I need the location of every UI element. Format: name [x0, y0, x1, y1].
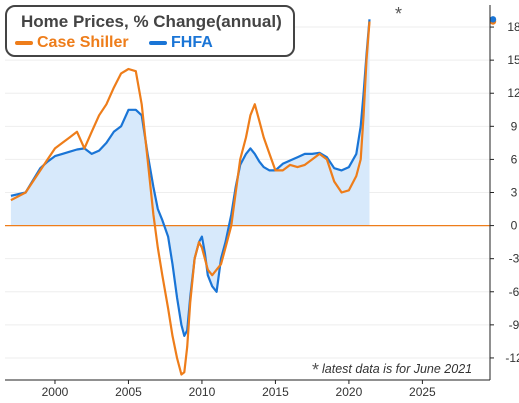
- footnote-text: latest data is for June 2021: [322, 362, 473, 376]
- series-lines: [10, 19, 371, 376]
- fhfa-line: [10, 19, 371, 337]
- y-tick-label: 6: [511, 152, 518, 166]
- case-shiller-line: [10, 21, 371, 376]
- y-tick-label: 18: [507, 20, 519, 34]
- legend-swatch-case-shiller: [15, 41, 33, 45]
- x-tick-label: 2025: [409, 385, 436, 399]
- x-tick-label: 2010: [189, 385, 216, 399]
- series-end-markers: [489, 16, 497, 25]
- y-tick-label: -6: [509, 285, 519, 299]
- legend-item-fhfa: FHFA: [149, 34, 213, 52]
- x-tick-label: 2015: [262, 385, 289, 399]
- fhfa-area-layer: [10, 19, 370, 336]
- y-tick-labels: 18 15 12 9 6 3 0 -3 -6 -9 -12: [505, 20, 519, 365]
- y-tick-label: -3: [509, 252, 519, 266]
- footnote: * latest data is for June 2021: [312, 360, 472, 381]
- y-tick-label: 0: [511, 219, 518, 233]
- chart-title-text: Home Prices, % Change: [21, 12, 216, 31]
- x-tick-labels: 2000 2005 2010 2015 2020 2025: [42, 385, 436, 399]
- chart-title-suffix: (annual): [215, 12, 282, 31]
- legend-box: Home Prices, % Change(annual) Case Shill…: [5, 5, 295, 57]
- x-tick-label: 2020: [336, 385, 363, 399]
- axes: [5, 5, 494, 384]
- y-tick-label: 3: [511, 186, 518, 200]
- legend-label-fhfa: FHFA: [171, 34, 213, 51]
- fhfa-end-marker: [489, 16, 497, 23]
- chart-title: Home Prices, % Change(annual): [21, 12, 282, 32]
- legend-label-case-shiller: Case Shiller: [37, 34, 129, 51]
- fhfa-area: [10, 19, 370, 336]
- y-tick-label: 15: [507, 53, 519, 67]
- footnote-marker: *: [312, 360, 320, 380]
- legend-swatch-fhfa: [149, 41, 167, 45]
- latest-data-marker: *: [395, 4, 403, 24]
- legend-item-case-shiller: Case Shiller: [15, 34, 129, 52]
- y-tick-label: 9: [511, 119, 518, 133]
- x-tick-label: 2000: [42, 385, 69, 399]
- y-tick-label: 12: [507, 86, 519, 100]
- y-tick-label: -12: [505, 351, 519, 365]
- x-tick-label: 2005: [115, 385, 142, 399]
- y-tick-label: -9: [509, 318, 519, 332]
